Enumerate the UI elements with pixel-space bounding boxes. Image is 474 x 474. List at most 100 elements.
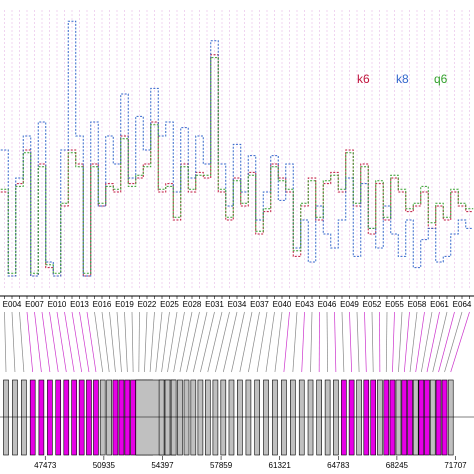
connector	[371, 311, 374, 373]
exon-box	[78, 379, 85, 456]
exon-box	[356, 379, 362, 456]
exon-box	[254, 379, 260, 456]
exon-box	[3, 379, 9, 456]
connector	[248, 311, 260, 373]
x-tick-label: E061	[430, 300, 449, 309]
connector	[192, 311, 208, 373]
connector	[144, 311, 148, 373]
exon-box	[316, 379, 322, 456]
connector	[4, 311, 7, 373]
connector	[265, 311, 275, 373]
exon-box	[29, 379, 36, 456]
connector	[11, 311, 16, 373]
connector	[283, 311, 290, 373]
exon-box	[220, 379, 227, 456]
connector	[26, 311, 34, 373]
connector	[200, 311, 215, 373]
legend-label: k8	[396, 72, 409, 86]
connector	[334, 311, 337, 373]
exon-box	[112, 379, 119, 456]
x-tick-label: E037	[250, 300, 269, 309]
connector	[292, 311, 298, 373]
exon-box	[370, 379, 377, 456]
x-tick-label: E046	[318, 300, 337, 309]
connector	[421, 311, 433, 373]
genome-tick-label: 47473	[34, 461, 57, 470]
exon-box	[263, 379, 269, 456]
exon-box	[298, 379, 305, 456]
connector	[444, 311, 463, 373]
connector	[94, 311, 104, 373]
exon-box	[401, 379, 408, 456]
connector	[167, 311, 178, 373]
exon-box	[118, 379, 125, 456]
connector	[79, 311, 90, 373]
decor	[0, 10, 474, 456]
x-tick-label: E010	[48, 300, 67, 309]
connector	[138, 311, 140, 373]
exon-box	[130, 379, 136, 456]
exon-box	[170, 379, 177, 456]
legend-label: k6	[357, 72, 370, 86]
exon-box	[93, 379, 99, 456]
exon-box	[435, 379, 442, 456]
series-line	[0, 20, 474, 277]
x-tick-label: E064	[453, 300, 472, 309]
exon-box	[190, 379, 197, 456]
connector	[215, 311, 230, 373]
x-tick-label: E040	[273, 300, 292, 309]
exon-box	[272, 379, 278, 456]
exon-box	[158, 379, 165, 456]
exon-box	[447, 379, 454, 456]
exon-box	[99, 379, 106, 456]
exon-box	[197, 379, 204, 456]
genome-tick-label: 64783	[327, 461, 350, 470]
connector	[179, 311, 193, 373]
series-line	[0, 57, 474, 274]
exon-box	[333, 379, 339, 456]
connector	[403, 311, 410, 373]
genome-tick-label: 68245	[386, 461, 409, 470]
x-tick-label: E022	[138, 300, 157, 309]
exon-box	[237, 379, 243, 456]
connector	[432, 311, 448, 373]
exon-box	[124, 379, 131, 456]
connector	[409, 311, 418, 373]
exon-box	[106, 379, 112, 456]
exon-box	[424, 379, 430, 456]
exon-box	[228, 379, 235, 456]
x-tick-label: E052	[363, 300, 382, 309]
exon-box	[204, 379, 211, 456]
genome-tick-label: 50935	[93, 461, 116, 470]
exon-box	[290, 379, 296, 456]
exon-box	[383, 379, 390, 456]
exon-box	[63, 379, 70, 456]
connector	[274, 311, 283, 373]
x-tick-label: E019	[115, 300, 134, 309]
exon-box	[441, 379, 448, 456]
connector	[56, 311, 67, 373]
connector	[41, 311, 51, 373]
exon-box	[363, 379, 370, 456]
connector	[186, 311, 200, 373]
exon-box	[86, 379, 92, 456]
exon-box	[348, 379, 355, 456]
connector	[426, 311, 440, 373]
legend-label: q6	[434, 72, 448, 86]
exon-box	[38, 379, 45, 456]
exon-box	[412, 379, 419, 456]
series-line	[0, 54, 474, 277]
x-tick-label: E049	[340, 300, 359, 309]
exon-box	[177, 379, 183, 456]
x-tick-label: E004	[3, 300, 22, 309]
connector	[438, 311, 455, 373]
x-tick-label: E016	[93, 300, 112, 309]
connector	[415, 311, 425, 373]
genome-tick-label: 71707	[444, 461, 467, 470]
exon-box	[55, 379, 62, 456]
x-tick-label: E043	[295, 300, 314, 309]
connector	[231, 311, 245, 373]
exon-box	[21, 379, 27, 456]
exon-box	[12, 379, 18, 456]
